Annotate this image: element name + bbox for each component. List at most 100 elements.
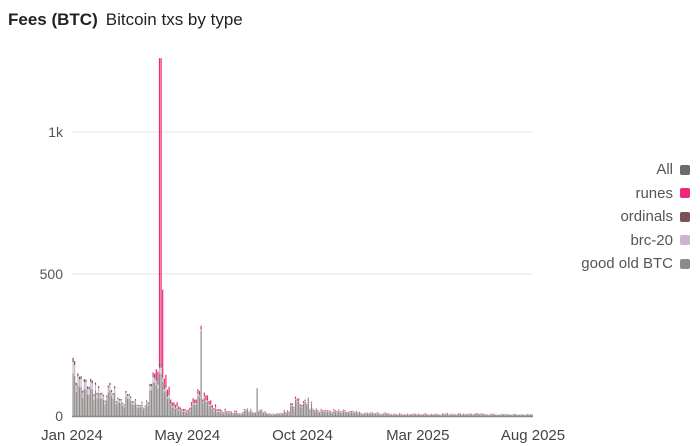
- bar-segment-g: [456, 414, 458, 416]
- bar-segment-g: [310, 403, 313, 416]
- bar-segment-r: [323, 410, 325, 412]
- bar-segment-g: [149, 390, 151, 416]
- bar-segment-g: [413, 414, 415, 416]
- bar-segment-g: [493, 414, 495, 416]
- legend-item-good-old-btc[interactable]: good old BTC: [581, 252, 690, 276]
- bar-segment-o: [78, 376, 81, 380]
- bar-segment-g: [470, 414, 473, 416]
- bar-segment-r: [314, 410, 316, 411]
- bar-segment-b: [301, 406, 303, 408]
- bar-segment-o: [110, 390, 113, 392]
- bar-segment-b: [320, 409, 322, 411]
- bar-segment-g: [240, 414, 242, 416]
- bar-segment-r: [178, 406, 180, 409]
- bar-segment-b: [202, 401, 204, 403]
- bar-segment-g: [426, 414, 428, 416]
- bar-segment-g: [155, 384, 157, 416]
- bar-segment-g: [232, 414, 234, 416]
- bar-segment-g: [264, 411, 266, 416]
- bar-segment-g: [325, 411, 327, 416]
- bar-segment-b: [211, 407, 213, 409]
- x-tick-label: Aug 2025: [501, 427, 565, 444]
- bar-segment-g: [510, 415, 513, 416]
- bar-segment-b: [187, 411, 189, 413]
- bar-segment-g: [365, 413, 367, 416]
- bar-segment-b: [117, 398, 119, 402]
- bar-segment-o: [290, 404, 292, 406]
- bar-segment-r: [166, 389, 169, 396]
- bar-segment-b: [205, 400, 207, 402]
- bar-segment-r: [190, 402, 193, 405]
- bar-segment-b: [342, 410, 345, 412]
- bar-segment-r: [283, 409, 285, 411]
- bar-segment-r: [339, 411, 341, 412]
- bar-segment-b: [226, 412, 228, 413]
- bar-segment-b: [328, 411, 330, 412]
- bar-segment-g: [253, 413, 255, 416]
- legend-item-ordinals[interactable]: ordinals: [581, 205, 690, 229]
- bar-segment-g: [126, 398, 129, 416]
- bar-segment-g: [269, 414, 271, 416]
- bar-segment-b: [219, 410, 221, 412]
- bar-segment-g: [182, 411, 185, 416]
- bar-segment-o: [117, 397, 119, 399]
- bar-segment-b: [229, 412, 231, 414]
- y-tick-label: 1k: [48, 124, 64, 140]
- legend-item-all[interactable]: All: [581, 158, 690, 182]
- bar-segment-g: [189, 410, 191, 416]
- bar-segment-b: [102, 396, 105, 400]
- bar-segment-g: [446, 413, 449, 416]
- bar-segment-g: [403, 414, 405, 416]
- bar-segment-b: [296, 400, 298, 402]
- bar-segment-b: [171, 406, 173, 408]
- legend-swatch-icon: [680, 211, 690, 222]
- bar-segment-g: [170, 405, 172, 416]
- bar-segment-g: [251, 412, 253, 416]
- bar-segment-g: [437, 414, 439, 416]
- bar-segment-b: [130, 397, 132, 401]
- bar-segment-g: [154, 382, 156, 416]
- bar-segment-g: [139, 407, 141, 416]
- bar-segment-g: [101, 398, 103, 416]
- bar-segment-b: [224, 410, 226, 412]
- bar-segment-g: [194, 404, 196, 416]
- bar-segment-o: [72, 357, 74, 363]
- legend-item-runes[interactable]: runes: [581, 182, 690, 206]
- bar-segment-g: [400, 414, 402, 416]
- bar-segment-o: [197, 392, 199, 394]
- bar-segment-o: [126, 394, 129, 396]
- bar-segment-b: [82, 392, 84, 398]
- bar-segment-g: [171, 407, 173, 416]
- bar-segment-g: [363, 413, 365, 416]
- bar-segment-b: [86, 388, 89, 395]
- bar-segment-b: [218, 410, 220, 412]
- bar-segment-g: [235, 412, 237, 416]
- bar-segment-g: [197, 395, 199, 416]
- bar-segment-g: [237, 414, 239, 416]
- bar-segment-g: [512, 414, 514, 416]
- bar-segment-g: [83, 389, 85, 416]
- bar-segment-b: [186, 412, 188, 413]
- legend-swatch-icon: [680, 258, 690, 269]
- bar-segment-g: [402, 415, 404, 416]
- bar-segment-b: [310, 403, 313, 404]
- bar-segment-r: [304, 399, 306, 401]
- bar-segment-o: [85, 379, 87, 383]
- bar-segment-g: [432, 414, 434, 416]
- bar-segment-g: [434, 414, 436, 416]
- bar-segment-g: [466, 414, 468, 416]
- bar-segment-b: [294, 398, 297, 401]
- bar-segment-g: [104, 404, 106, 416]
- bar-segment-g: [136, 407, 138, 416]
- bar-segment-g: [112, 398, 114, 416]
- legend-item-brc-20[interactable]: brc-20: [581, 229, 690, 253]
- bar-segment-g: [374, 414, 377, 416]
- bar-segment-r: [200, 325, 202, 329]
- bar-segment-g: [166, 398, 169, 416]
- bar-segment-g: [454, 414, 457, 416]
- bar-segment-o: [192, 401, 194, 403]
- bar-segment-b: [99, 394, 101, 399]
- bar-segment-r: [229, 411, 231, 413]
- bar-segment-g: [315, 410, 317, 416]
- bar-segment-o: [206, 399, 209, 401]
